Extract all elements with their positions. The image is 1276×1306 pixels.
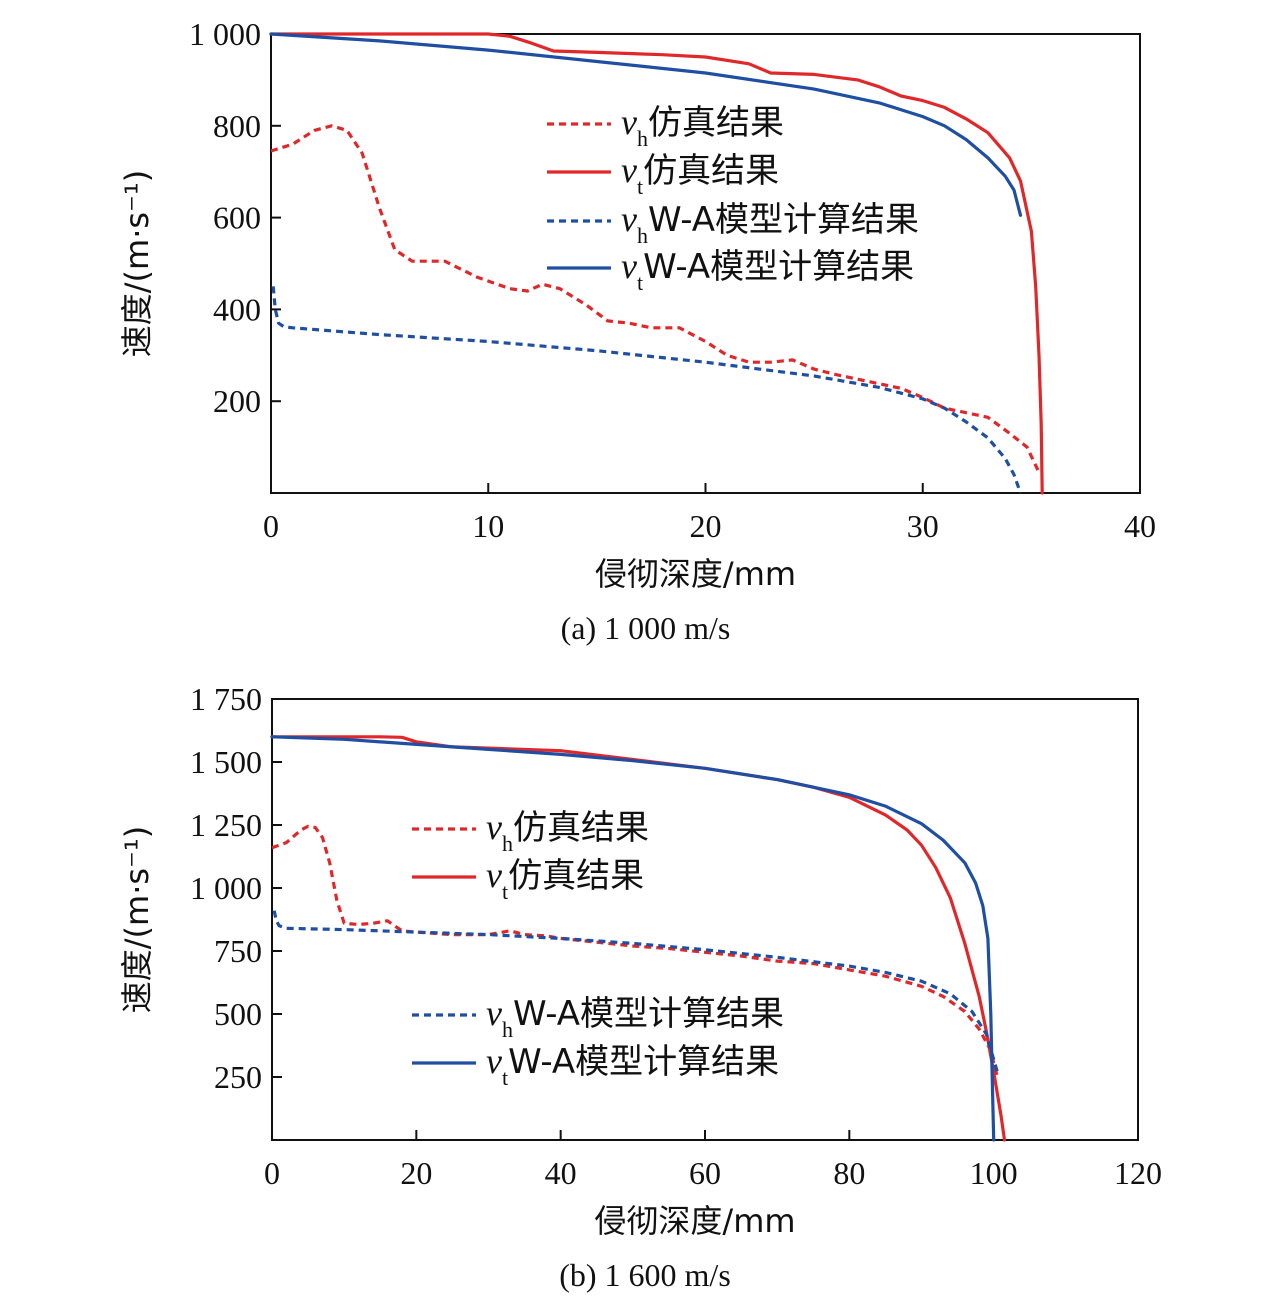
legend-symbol: v [621,246,637,286]
x-tick-label: 10 [472,508,504,544]
legend-label: 仿真结果 [508,856,644,896]
y-tick-label: 1 000 [189,16,261,52]
legend-label: W-A模型计算结果 [513,994,784,1034]
legend-subscript: h [502,1017,513,1042]
y-tick-label: 200 [213,383,261,419]
x-tick-label: 100 [970,1155,1018,1191]
y-tick-label: 400 [213,291,261,327]
x-tick-label: 20 [400,1155,432,1191]
x-tick-label: 40 [545,1155,577,1191]
legend-symbol: v [486,1041,502,1081]
y-tick-label: 600 [213,200,261,236]
legend-entry: vh仿真结果 [621,102,784,151]
legend-entry: vh仿真结果 [486,807,649,856]
legend-symbol: v [486,855,502,895]
x-tick-label: 30 [907,508,939,544]
legend-subscript: t [502,879,508,904]
legend-symbol: v [486,993,502,1033]
x-tick-label: 80 [833,1155,865,1191]
series-line-4 [270,735,996,1142]
y-tick-label: 750 [214,933,262,969]
legend-subscript: t [502,1065,508,1090]
legend-symbol: v [621,102,637,142]
legend-subscript: h [637,223,648,248]
legend-entry: vhW-A模型计算结果 [621,199,919,248]
legend-entry: vt仿真结果 [486,855,644,904]
y-axis-title: 速度/(m·s⁻¹) [118,826,156,1014]
legend-label: 仿真结果 [643,151,779,191]
legend-entry: vhW-A模型计算结果 [486,993,784,1042]
y-tick-label: 1 250 [190,807,262,843]
legend-subscript: h [502,831,513,856]
y-tick-label: 1 000 [190,870,262,906]
legend-subscript: t [637,174,643,199]
chart-panel-b: 0 20 40 60 80 100 120 250 500 750 1 000 1 250 1 500 1… [0,653,1276,1306]
legend-symbol: v [486,807,502,847]
x-axis-title: 侵彻深度/mm [594,1202,795,1240]
y-tick-label: 250 [214,1059,262,1095]
legend-label: 仿真结果 [648,103,784,143]
series-line-3 [271,286,1023,494]
y-tick-label: 500 [214,996,262,1032]
figure-caption: (a) 1 000 m/s [561,610,731,646]
x-axis-title: 侵彻深度/mm [595,555,796,593]
figure-caption: (b) 1 600 m/s [559,1257,731,1293]
x-tick-label: 40 [1124,508,1156,544]
legend-label: W-A模型计算结果 [508,1042,779,1082]
series-line-2 [269,32,1044,495]
legend-entry: vt仿真结果 [621,150,779,199]
legend-label: W-A模型计算结果 [643,247,914,287]
legend-subscript: t [637,270,643,295]
x-tick-label: 60 [689,1155,721,1191]
legend-subscript: h [637,126,648,151]
y-tick-label: 1 750 [190,681,262,717]
x-tick-label: 0 [263,508,279,544]
x-tick-label: 0 [264,1155,280,1191]
chart-panel-a: 0 10 20 30 40 200 400 600 800 1 000 vh仿真结果 vt仿真结果 vh… [118,16,1156,646]
y-tick-label: 800 [213,108,261,144]
y-tick-label: 1 500 [190,744,262,780]
legend-entry: vtW-A模型计算结果 [621,246,914,295]
chart-b-svg: 0 20 40 60 80 100 120 250 500 750 1 000 1 250 1 500 1… [118,681,1162,1293]
legend-symbol: v [621,199,637,239]
legend-entry: vtW-A模型计算结果 [486,1041,779,1090]
series-line-4 [269,32,1023,217]
x-tick-label: 20 [690,508,722,544]
legend-label: W-A模型计算结果 [648,200,919,240]
y-axis-title: 速度/(m·s⁻¹) [118,170,156,358]
legend-symbol: v [621,150,637,190]
x-tick-label: 120 [1114,1155,1162,1191]
legend-label: 仿真结果 [513,808,649,848]
series-line-1 [271,824,999,1078]
